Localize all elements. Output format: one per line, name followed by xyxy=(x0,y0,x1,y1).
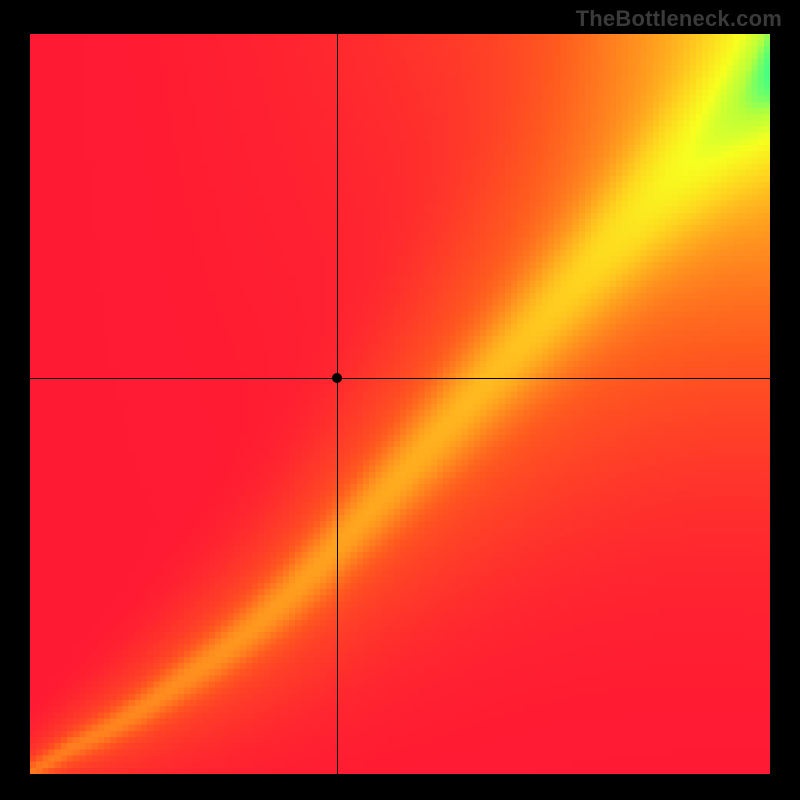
plot-area xyxy=(30,34,770,774)
crosshair-marker xyxy=(332,373,342,383)
crosshair-vertical xyxy=(337,34,338,774)
crosshair-horizontal xyxy=(30,378,770,379)
figure-root: TheBottleneck.com xyxy=(0,0,800,800)
heatmap-canvas xyxy=(30,34,770,774)
watermark-text: TheBottleneck.com xyxy=(576,6,782,32)
